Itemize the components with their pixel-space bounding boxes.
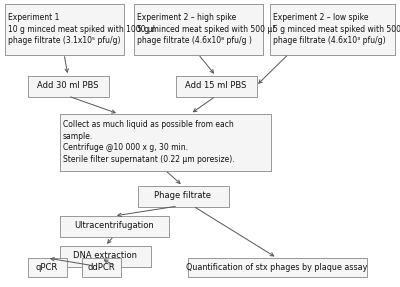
FancyBboxPatch shape [60,113,270,170]
Text: Collect as much liquid as possible from each
sample.
Centrifuge @10 000 x g, 30 : Collect as much liquid as possible from … [63,120,235,164]
Text: Experiment 2 – high spike
5 g minced meat spiked with 500 µl
phage filtrate (4.6: Experiment 2 – high spike 5 g minced mea… [137,13,274,45]
Text: Experiment 1
10 g minced meat spiked with 1000 µl
phage filtrate (3.1x10⁵ pfu/g): Experiment 1 10 g minced meat spiked wit… [8,13,155,45]
Text: qPCR: qPCR [36,263,58,272]
Text: Add 30 ml PBS: Add 30 ml PBS [37,82,99,90]
FancyBboxPatch shape [4,3,124,55]
FancyBboxPatch shape [188,257,366,276]
FancyBboxPatch shape [270,3,394,55]
FancyBboxPatch shape [60,216,168,236]
FancyBboxPatch shape [28,75,108,96]
Text: Add 15 ml PBS: Add 15 ml PBS [185,82,247,90]
FancyBboxPatch shape [176,75,256,96]
Text: Ultracentrifugation: Ultracentrifugation [74,222,154,230]
FancyBboxPatch shape [60,245,150,267]
Text: DNA extraction: DNA extraction [73,251,137,261]
Text: Experiment 2 – low spike
5 g minced meat spiked with 500 µl
phage filtrate (4.6x: Experiment 2 – low spike 5 g minced meat… [273,13,400,45]
FancyBboxPatch shape [134,3,262,55]
FancyBboxPatch shape [28,257,66,276]
Text: ddPCR: ddPCR [87,263,115,272]
FancyBboxPatch shape [82,257,120,276]
Text: Quantification of stx phages by plaque assay: Quantification of stx phages by plaque a… [186,263,368,272]
Text: Phage filtrate: Phage filtrate [154,191,212,201]
FancyBboxPatch shape [138,185,228,207]
